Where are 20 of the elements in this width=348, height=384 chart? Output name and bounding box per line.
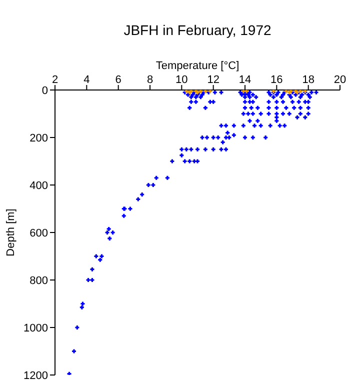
x-tick-label: 20 — [334, 74, 346, 86]
x-tick-label: 18 — [302, 74, 314, 86]
y-tick-label: 600 — [30, 227, 48, 240]
y-tick-label: 1200 — [24, 370, 48, 382]
x-tick-label: 16 — [270, 74, 283, 86]
x-tick-label: 4 — [84, 74, 90, 86]
y-tick-label: 1000 — [24, 322, 48, 334]
x-tick-label: 6 — [115, 74, 122, 86]
y-tick-label: 400 — [30, 180, 48, 192]
y-tick-label: 200 — [30, 132, 48, 144]
x-tick-label: 2 — [52, 74, 58, 86]
x-tick-label: 8 — [146, 74, 154, 86]
x-tick-label: 10 — [176, 74, 188, 86]
chart-title: JBFH in February, 1972 — [122, 22, 272, 38]
y-tick-label: 0 — [42, 84, 48, 97]
x-axis-title: Temperature [°C] — [154, 60, 240, 72]
y-tick-label: 800 — [30, 274, 48, 287]
y-axis-title: Depth [m] — [4, 208, 17, 256]
x-tick-label: 12 — [207, 74, 220, 86]
x-tick-label: 14 — [238, 74, 252, 86]
